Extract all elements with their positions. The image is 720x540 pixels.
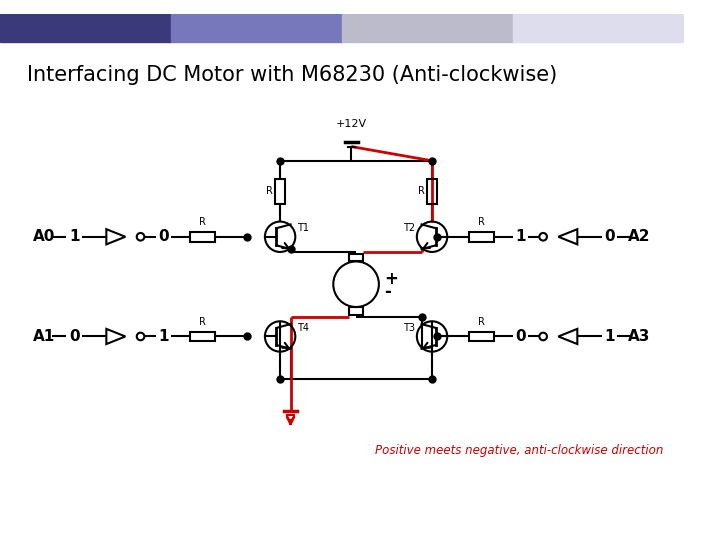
Text: A2: A2 (628, 230, 650, 244)
Text: R: R (478, 217, 485, 227)
Text: +12V: +12V (336, 118, 367, 129)
Text: 0: 0 (604, 230, 615, 244)
Bar (349, 307, 363, 315)
Text: 1: 1 (515, 230, 526, 244)
Text: -: - (384, 283, 392, 301)
Bar (171, 14, 342, 42)
Text: 1: 1 (158, 329, 168, 344)
Text: A0: A0 (33, 230, 55, 244)
Text: 1: 1 (69, 230, 79, 244)
Text: +: + (384, 269, 398, 287)
Text: R: R (266, 186, 273, 196)
Bar (275, 179, 285, 204)
Bar (190, 232, 215, 241)
Bar (342, 14, 513, 42)
Text: 0: 0 (68, 329, 79, 344)
Text: T4: T4 (297, 323, 309, 333)
Text: 0: 0 (515, 329, 526, 344)
Bar (469, 232, 494, 241)
Bar (0, 14, 171, 42)
Bar (469, 332, 494, 341)
Bar (349, 254, 363, 261)
Text: Positive meets negative, anti-clockwise direction: Positive meets negative, anti-clockwise … (375, 444, 663, 457)
Text: A3: A3 (628, 329, 650, 344)
Text: T2: T2 (402, 223, 415, 233)
Text: R: R (418, 186, 425, 196)
Text: 1: 1 (604, 329, 615, 344)
Bar (190, 332, 215, 341)
Text: 0: 0 (158, 230, 168, 244)
Text: A1: A1 (33, 329, 55, 344)
Bar (427, 179, 437, 204)
Text: R: R (199, 317, 206, 327)
Bar (513, 14, 684, 42)
Text: Interfacing DC Motor with M68230 (Anti-clockwise): Interfacing DC Motor with M68230 (Anti-c… (27, 65, 557, 85)
Text: T1: T1 (297, 223, 309, 233)
Text: R: R (199, 217, 206, 227)
Text: R: R (478, 317, 485, 327)
Text: T3: T3 (403, 323, 415, 333)
